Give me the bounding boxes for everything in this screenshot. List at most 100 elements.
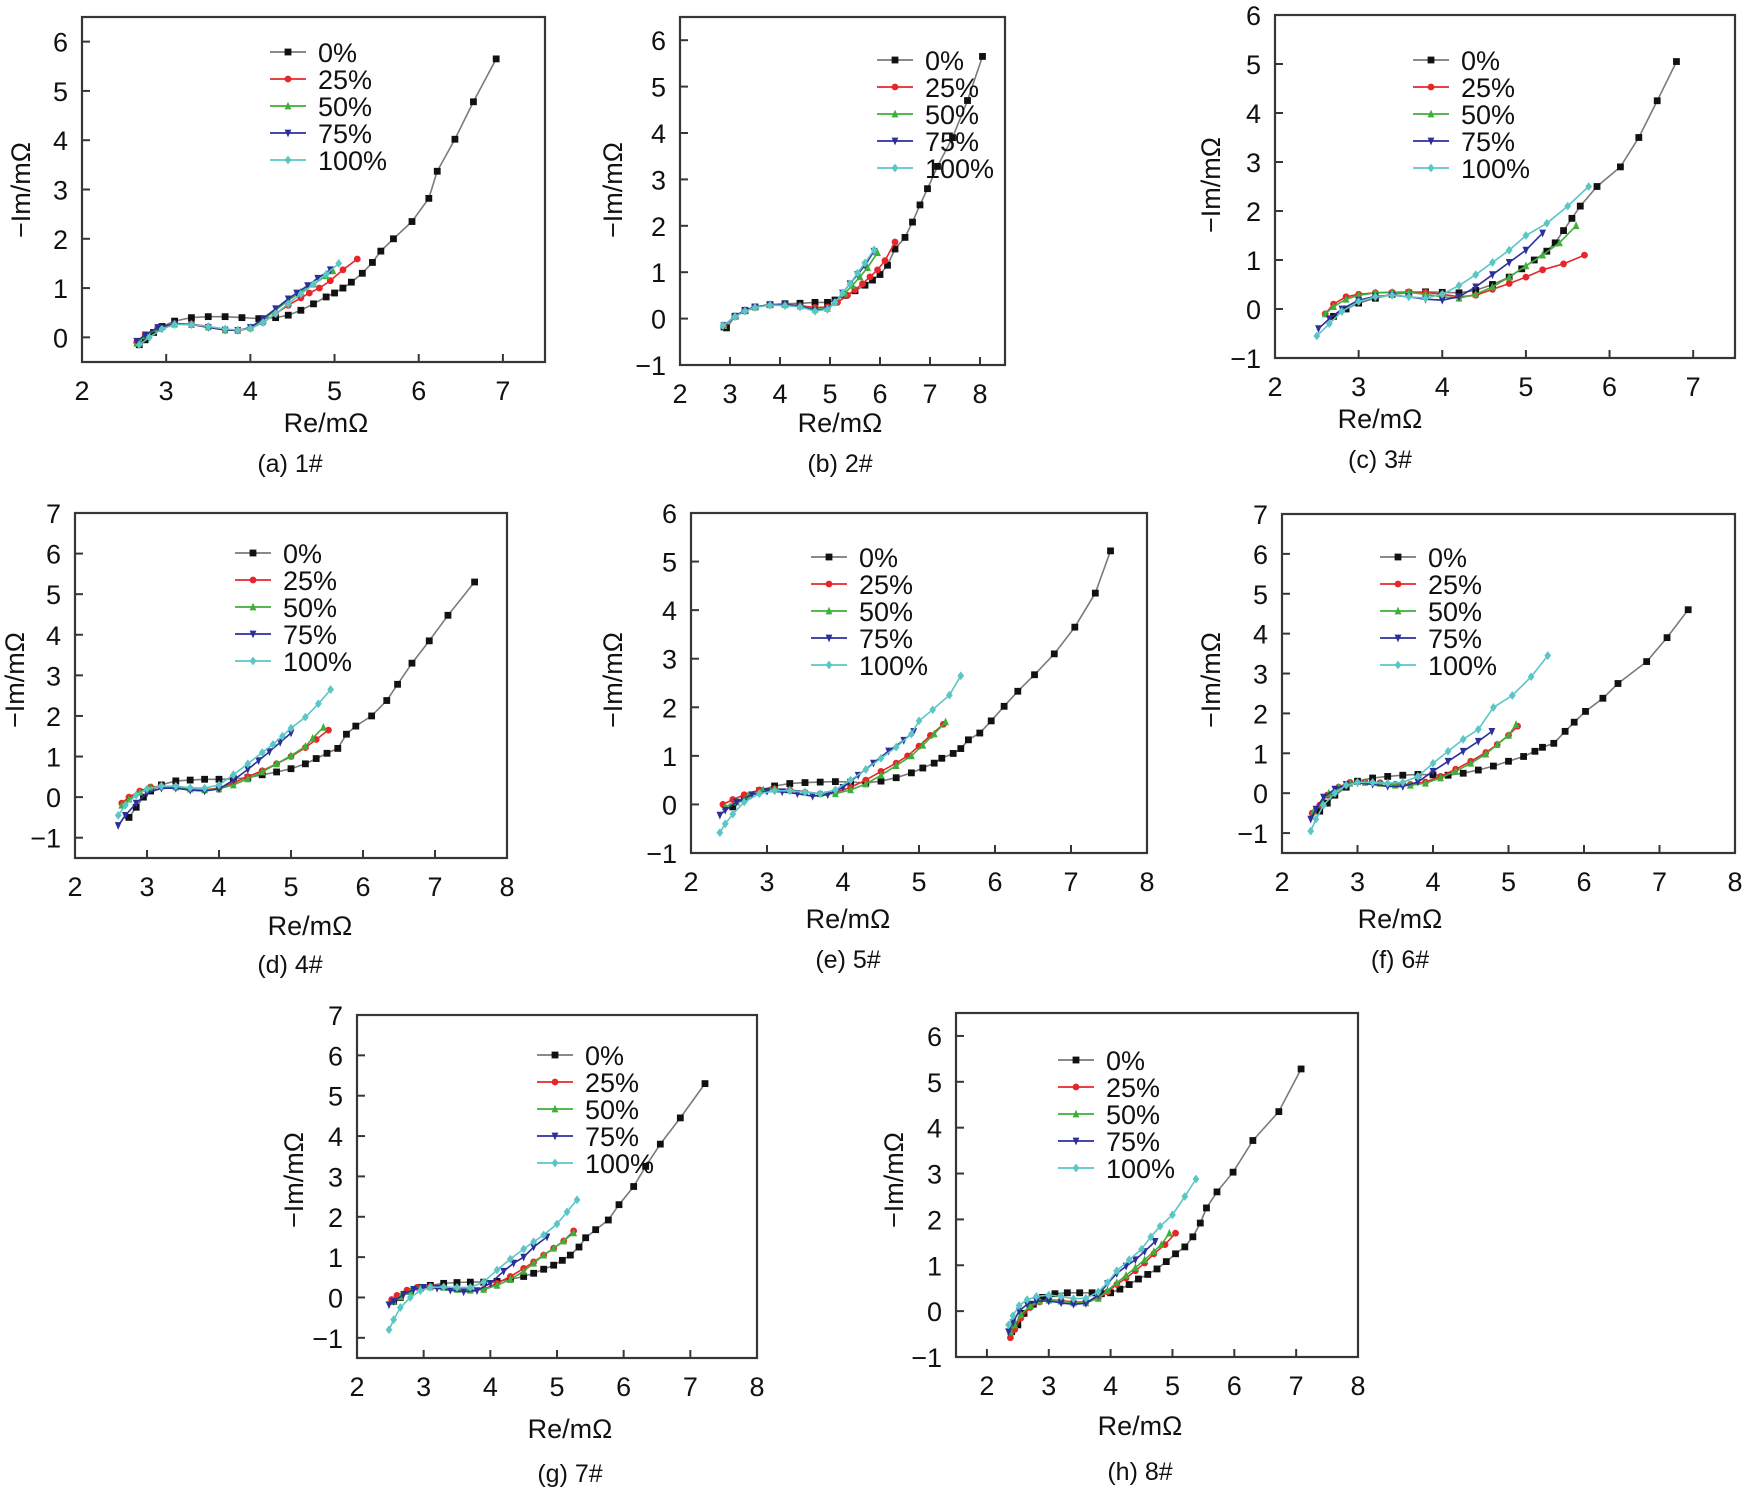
data-point [510, 1259, 518, 1268]
legend-label: 100% [585, 1149, 654, 1179]
data-point [1165, 1228, 1173, 1237]
data-point [1057, 1292, 1065, 1301]
x-tick-label: 7 [1686, 372, 1701, 402]
x-tick-label: 3 [759, 867, 774, 897]
x-tick-label: 2 [979, 1371, 994, 1401]
data-point [1033, 1297, 1040, 1306]
data-point [656, 1140, 664, 1148]
data-point [839, 288, 846, 298]
legend-label: 50% [1428, 597, 1482, 627]
data-point [297, 289, 305, 299]
data-point [892, 761, 900, 769]
y-tick-label: 3 [662, 645, 677, 675]
data-point [258, 748, 266, 757]
x-tick-label: 2 [74, 376, 89, 406]
x-tick-label: 6 [1602, 372, 1617, 402]
data-point [748, 791, 756, 800]
y-tick-label: 2 [1246, 197, 1261, 227]
y-tick-label: 4 [651, 119, 666, 149]
data-point [310, 279, 317, 289]
data-point [1107, 547, 1114, 555]
data-point [1104, 1286, 1111, 1294]
data-point [909, 218, 916, 226]
data-point [1505, 259, 1513, 267]
data-point [150, 329, 157, 336]
data-point [530, 1269, 538, 1277]
data-point [1399, 771, 1407, 779]
series-line [138, 58, 497, 346]
data-point [1474, 766, 1482, 774]
data-point [1045, 1290, 1053, 1300]
y-tick-label: 0 [927, 1297, 942, 1327]
x-axis-label: Re/mΩ [284, 408, 369, 438]
data-point [1057, 1299, 1065, 1308]
y-tick-label: 0 [46, 783, 61, 813]
legend-marker [1427, 109, 1435, 118]
data-point [1422, 778, 1429, 787]
x-tick-label: 5 [1165, 1371, 1180, 1401]
data-point [302, 741, 309, 750]
data-point [258, 767, 266, 776]
data-point [908, 729, 915, 739]
data-point [721, 819, 729, 829]
data-point [410, 1286, 418, 1294]
data-point [287, 751, 295, 760]
data-point [870, 245, 878, 255]
legend-label: 100% [318, 146, 387, 176]
legend-label: 100% [1461, 154, 1530, 184]
data-point [234, 325, 242, 335]
y-tick-label: 6 [1253, 540, 1268, 570]
data-point [847, 785, 854, 794]
legend-marker [825, 660, 833, 670]
series-line [1009, 1232, 1171, 1333]
legend-marker [1394, 634, 1402, 643]
data-point [1489, 271, 1496, 280]
data-point [1050, 650, 1058, 658]
data-point [204, 322, 212, 331]
legend-label: 0% [585, 1041, 624, 1071]
data-point [862, 779, 870, 788]
data-point [1414, 778, 1422, 787]
data-point [1614, 680, 1622, 687]
data-point [854, 268, 861, 278]
legend-label: 50% [1106, 1100, 1160, 1130]
data-point [949, 134, 956, 142]
legend-marker [1427, 163, 1435, 173]
data-point [171, 320, 178, 329]
x-tick-label: 2 [683, 867, 698, 897]
data-point [811, 298, 819, 306]
data-point [396, 1303, 404, 1312]
legend-marker [825, 606, 833, 615]
data-point [751, 303, 759, 312]
data-point [1307, 815, 1315, 824]
data-point [302, 760, 309, 768]
legend-label: 75% [859, 624, 913, 654]
y-tick-label: 0 [328, 1283, 343, 1313]
data-point [406, 1293, 414, 1302]
legend-marker [1394, 553, 1402, 561]
data-point [451, 135, 459, 143]
x-tick-label: 8 [1350, 1371, 1365, 1401]
data-point [1312, 814, 1320, 824]
plot-frame [689, 511, 1149, 855]
x-tick-label: 4 [1103, 1371, 1118, 1401]
data-point [930, 729, 938, 738]
y-tick-label: 2 [662, 693, 677, 723]
data-point [831, 297, 839, 307]
data-point [1472, 289, 1480, 298]
data-point [979, 53, 986, 60]
data-point [615, 1201, 623, 1209]
data-point [1459, 747, 1467, 756]
x-tick-label: 2 [672, 379, 687, 409]
data-point [1527, 672, 1535, 682]
data-point [530, 1237, 538, 1247]
panel-caption: (d) 4# [257, 951, 322, 979]
y-tick-label: 4 [328, 1122, 343, 1152]
data-point [1015, 1301, 1023, 1311]
panel-8: 2 3 4 5 6 7 8 −1 0 1 2 3 4 5 6 Re/mΩ −Im/mΩ (h) 8# 0%25%50… [879, 1011, 1366, 1486]
data-point [771, 786, 778, 796]
data-point [786, 786, 794, 796]
data-point [1005, 1320, 1012, 1330]
data-point [273, 759, 280, 768]
panel-6: 2 3 4 5 6 7 8 −1 0 1 2 3 4 5 6 7 Re/mΩ −Im/mΩ (f) 6# 0%25%5… [1196, 500, 1743, 974]
